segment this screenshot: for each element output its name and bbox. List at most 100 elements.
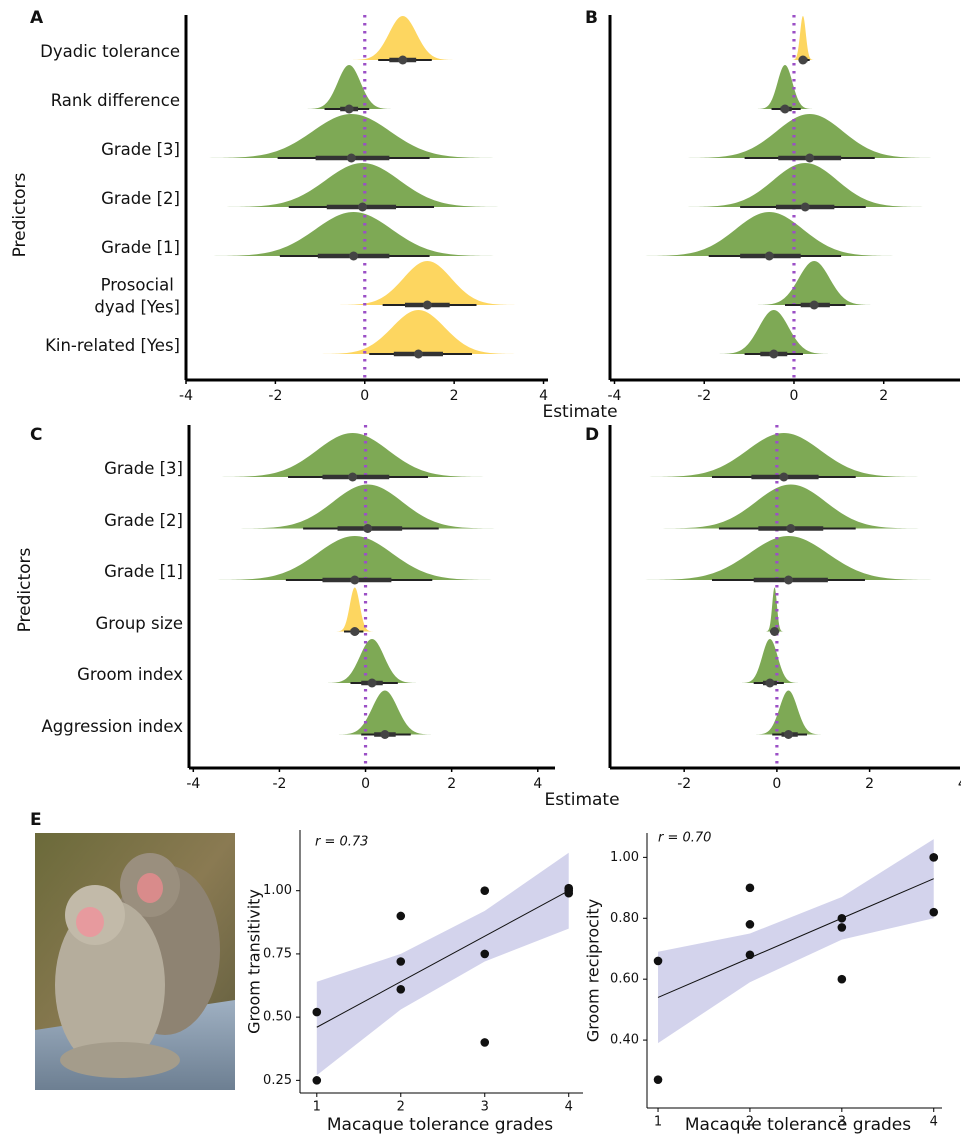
x-tick-label: 1 <box>313 1100 321 1115</box>
predictor-label: Aggression index <box>41 716 183 736</box>
median-point <box>783 730 793 739</box>
median-point <box>764 251 774 261</box>
photo <box>35 833 235 1090</box>
median-point <box>770 627 780 636</box>
x-axis-label: Estimate <box>544 790 619 810</box>
median-point <box>349 251 359 261</box>
density <box>335 587 375 632</box>
density <box>313 310 524 354</box>
density <box>676 114 943 158</box>
x-tick-label: -2 <box>677 776 691 792</box>
median-point <box>765 678 775 688</box>
median-point <box>363 524 373 533</box>
median-point <box>798 55 808 65</box>
x-tick-label: 2 <box>746 1115 754 1130</box>
predictor-label: Grade [2] <box>104 510 183 530</box>
point <box>480 1038 490 1047</box>
median-point <box>348 472 358 482</box>
confidence-band <box>658 839 934 1044</box>
x-axis-label: Macaque tolerance grades <box>685 1115 911 1135</box>
predictor-label: Kin-related [Yes] <box>45 335 180 355</box>
point <box>745 883 755 893</box>
median-point <box>769 349 779 359</box>
x-axis-label: Macaque tolerance grades <box>327 1115 553 1135</box>
x-tick-label: 2 <box>447 776 456 792</box>
predictor-label: Group size <box>95 613 183 633</box>
density <box>334 690 436 735</box>
panel-label: E <box>30 810 42 830</box>
x-tick-label: 3 <box>481 1100 489 1115</box>
x-tick-label: 0 <box>361 776 370 792</box>
annotation: r = 0.70 <box>658 831 711 846</box>
density <box>791 16 815 60</box>
median-point <box>786 524 796 533</box>
point <box>745 950 755 960</box>
y-axis-label: Predictors <box>15 547 35 632</box>
predictor-label: Dyadic tolerance <box>40 41 180 61</box>
annotation: r = 0.73 <box>315 835 368 850</box>
x-tick-label: 2 <box>450 388 459 404</box>
x-tick-label: 2 <box>397 1100 405 1115</box>
point <box>929 907 939 917</box>
panel-label: D <box>585 425 599 445</box>
x-tick-label: 2 <box>865 776 874 792</box>
x-tick-label: 1 <box>654 1115 662 1130</box>
x-tick-label: 0 <box>790 388 799 404</box>
point <box>653 1075 663 1084</box>
median-point <box>809 300 819 310</box>
density <box>765 587 785 632</box>
density <box>755 65 815 109</box>
point <box>653 956 663 966</box>
x-tick-label: 0 <box>772 776 781 792</box>
predictor-label: Prosocial dyad [Yes] <box>94 275 180 317</box>
y-tick-label: 1.00 <box>263 883 292 898</box>
point <box>745 920 755 929</box>
density <box>196 114 507 158</box>
x-tick-label: 4 <box>533 776 542 792</box>
y-tick-label: 0.40 <box>610 1033 639 1048</box>
x-tick-label: 2 <box>879 388 888 404</box>
point <box>312 1007 322 1017</box>
x-tick-label: -2 <box>697 388 711 404</box>
median-point <box>344 104 354 114</box>
density <box>214 163 511 207</box>
x-tick-label: 4 <box>930 1115 938 1130</box>
x-tick-label: 4 <box>539 388 548 404</box>
predictor-label: Grade [1] <box>104 561 183 581</box>
point <box>396 957 406 966</box>
density <box>752 261 876 305</box>
y-axis-label: Groom reciprocity <box>584 899 603 1042</box>
median-point <box>380 730 390 739</box>
x-tick-label: -4 <box>179 388 193 404</box>
predictor-label: Grade [2] <box>101 188 180 208</box>
fit-line <box>657 878 934 998</box>
density <box>651 484 931 529</box>
x-axis-label: Estimate <box>542 402 617 422</box>
density <box>205 536 505 580</box>
median-point <box>805 153 815 163</box>
predictor-label: Grade [1] <box>101 237 180 257</box>
median-point <box>398 55 408 65</box>
x-tick-label: 4 <box>958 776 961 792</box>
density <box>634 212 905 256</box>
median-point <box>346 153 356 163</box>
density <box>348 16 458 60</box>
point <box>312 1076 322 1085</box>
predictor-label: Grade [3] <box>101 139 180 159</box>
median-point <box>783 575 793 585</box>
point <box>480 949 490 959</box>
y-tick-label: 0.25 <box>263 1073 292 1088</box>
x-tick-label: -2 <box>268 388 282 404</box>
point <box>837 974 847 984</box>
y-tick-label: 0.80 <box>610 911 639 926</box>
x-tick-label: 3 <box>838 1115 846 1130</box>
median-point <box>780 104 790 114</box>
point <box>480 886 490 895</box>
confidence-band <box>316 852 569 1076</box>
y-axis-label: Groom transitivity <box>245 889 264 1034</box>
point <box>929 853 939 862</box>
density <box>209 433 496 477</box>
fit-line <box>316 890 569 1028</box>
point <box>837 923 847 932</box>
